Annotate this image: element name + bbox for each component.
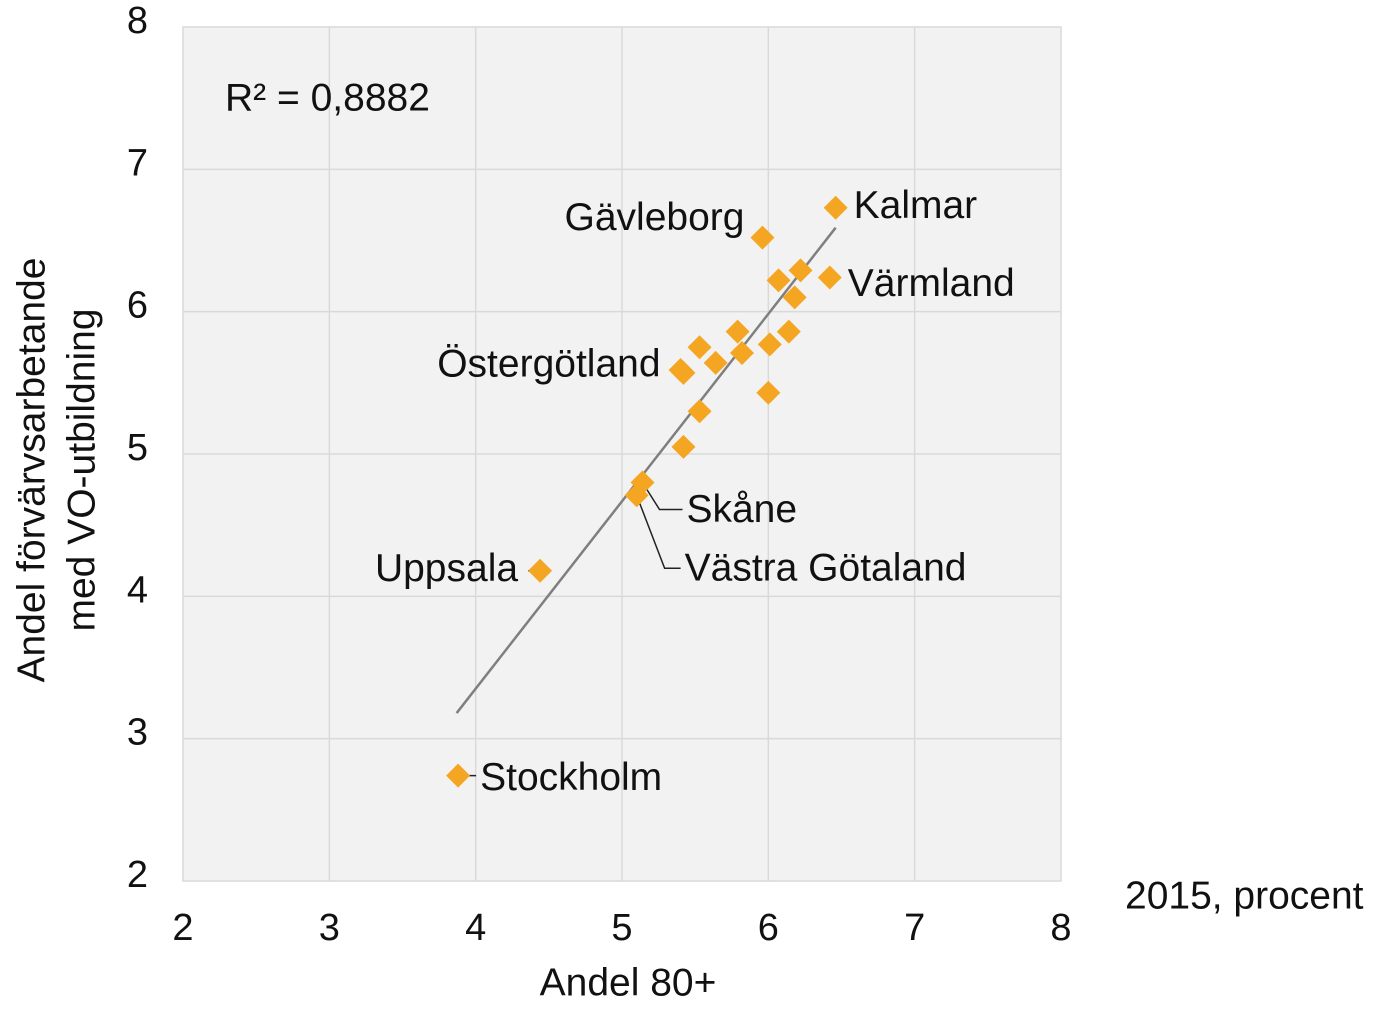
point	[823, 195, 848, 220]
x-tick-label: 3	[319, 907, 340, 949]
x-tick-label: 2	[172, 907, 193, 949]
point	[687, 399, 712, 424]
point	[725, 319, 750, 344]
annotation: R² = 0,8882	[225, 76, 430, 119]
x-tick-label: 6	[758, 907, 779, 949]
y-tick-label: 5	[127, 427, 148, 469]
point-label: Västra Götaland	[685, 547, 967, 590]
point	[671, 434, 696, 459]
point-label: Uppsala	[375, 547, 518, 590]
point	[703, 350, 728, 375]
y-axis-label: Andel förvärvsarbetande	[10, 258, 53, 683]
y-tick-label: 3	[127, 712, 148, 754]
point	[671, 360, 696, 385]
point-label: Kalmar	[854, 184, 978, 227]
point	[756, 380, 781, 405]
point	[624, 483, 649, 508]
y-tick-label: 7	[127, 142, 148, 184]
grid	[182, 26, 1062, 882]
point	[528, 558, 553, 583]
point	[766, 268, 791, 293]
point	[687, 335, 712, 360]
y-tick-label: 4	[127, 569, 148, 611]
x-tick-label: 7	[904, 907, 925, 949]
y-tick-label: 8	[127, 0, 148, 42]
leader-line	[641, 482, 683, 511]
point-label: Skåne	[686, 488, 797, 531]
point	[757, 332, 782, 357]
point	[729, 340, 754, 365]
point-label: Värmland	[848, 262, 1015, 305]
point	[750, 225, 775, 250]
y-tick-label: 2	[127, 854, 148, 896]
point-label: Stockholm	[480, 756, 662, 799]
note: 2015, procent	[1125, 874, 1364, 917]
x-axis-label: Andel 80+	[540, 961, 717, 1004]
point-label: Gävleborg	[565, 196, 745, 239]
point	[788, 258, 813, 283]
point	[817, 265, 842, 290]
trendline	[455, 226, 837, 714]
x-tick-label: 5	[611, 907, 632, 949]
leader-line	[635, 495, 681, 570]
x-tick-label: 8	[1050, 907, 1071, 949]
point-label: Östergötland	[437, 342, 660, 385]
point	[776, 319, 801, 344]
point	[782, 285, 807, 310]
y-tick-label: 6	[127, 285, 148, 327]
x-tick-label: 4	[465, 907, 486, 949]
point	[446, 763, 471, 788]
y-axis-label: med VO-utbildning	[60, 308, 103, 631]
